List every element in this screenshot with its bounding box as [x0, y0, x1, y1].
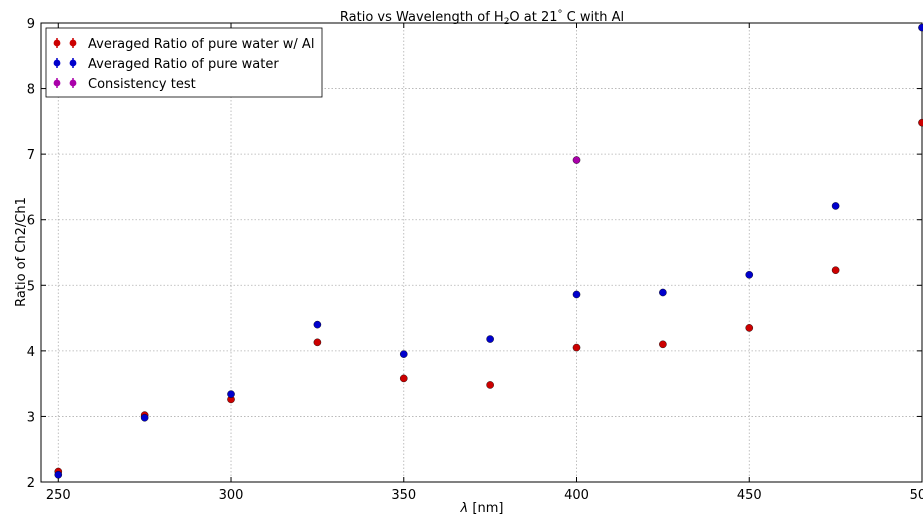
- x-axis-label: λ [nm]: [460, 501, 504, 516]
- data-point-series-2: [227, 390, 235, 398]
- legend-label-3: Consistency test: [88, 77, 196, 92]
- y-tick-label: 8: [27, 83, 35, 98]
- x-tick-label: 500: [910, 488, 923, 503]
- data-point-series-1: [831, 266, 840, 275]
- data-point-series-1: [572, 343, 581, 352]
- chart-title: Ratio vs Wavelength of H2O at 21° C with…: [340, 9, 624, 27]
- y-tick-label: 7: [27, 148, 35, 163]
- legend-marker-2: [69, 59, 77, 67]
- legend-label-1: Averaged Ratio of pure water w/ Al: [88, 37, 314, 52]
- y-tick-label: 6: [27, 214, 35, 229]
- data-point-series-2: [831, 202, 840, 210]
- data-point-series-2: [313, 320, 322, 329]
- data-point-series-1: [486, 381, 494, 389]
- legend-marker-1: [53, 39, 61, 47]
- x-tick-label: 300: [219, 488, 244, 503]
- legend: Averaged Ratio of pure water w/ Al Averag…: [45, 27, 323, 98]
- x-tick-label: 250: [46, 488, 71, 503]
- chart-title-part-1: Ratio vs Wavelength of H: [340, 10, 504, 25]
- data-point-series-1: [745, 324, 754, 332]
- x-tick-label: 450: [737, 488, 762, 503]
- y-axis-label: Ratio of Ch2/Ch1: [14, 197, 29, 307]
- x-tick-label: 350: [391, 488, 416, 503]
- legend-marker-3: [69, 79, 77, 87]
- y-tick-label: 2: [27, 476, 35, 491]
- chart-title-degree: °: [558, 9, 563, 20]
- data-point-series-2: [745, 270, 754, 279]
- data-point-series-1: [918, 118, 923, 127]
- x-axis-label-unit: [nm]: [468, 501, 503, 516]
- legend-frame: [45, 27, 323, 98]
- chart-title-part-3: C with Al: [563, 10, 625, 25]
- data-point-series-2: [918, 23, 923, 32]
- data-point-series-1: [399, 374, 408, 383]
- axis-ticks: 250 300 350 400 450 500 2 3 4 5 6 7 8 9: [27, 17, 923, 503]
- legend-marker-2: [53, 59, 61, 67]
- data-point-series-1: [659, 340, 667, 349]
- y-tick-label: 4: [27, 345, 35, 360]
- data-point-series-1: [313, 338, 322, 347]
- y-tick-label: 5: [27, 279, 35, 294]
- data-point-series-2: [486, 335, 494, 343]
- legend-marker-1: [69, 39, 77, 47]
- x-tick-label: 400: [564, 488, 589, 503]
- data-point-series-3: [572, 156, 581, 164]
- y-tick-label: 3: [27, 410, 35, 425]
- data-point-series-2: [54, 470, 63, 479]
- data-points: [54, 23, 923, 479]
- plot-frame: [40, 22, 923, 483]
- legend-label-2: Averaged Ratio of pure water: [88, 57, 279, 72]
- y-tick-label: 9: [27, 17, 35, 32]
- chart-title-part-2: O at 21: [509, 10, 557, 25]
- data-point-series-2: [659, 288, 667, 297]
- legend-marker-3: [53, 79, 61, 87]
- data-point-series-2: [399, 350, 408, 358]
- data-point-series-2: [140, 413, 149, 422]
- data-point-series-2: [572, 290, 581, 299]
- chart-title-subscript: 2: [504, 17, 510, 27]
- x-axis-label-symbol: λ: [460, 501, 469, 516]
